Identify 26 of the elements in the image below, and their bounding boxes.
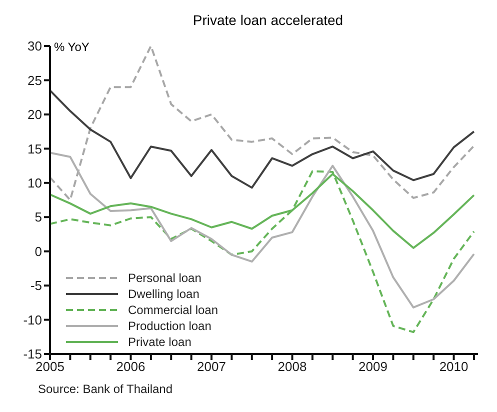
legend-label: Dwelling loan <box>128 286 200 302</box>
x-tick-label: 2005 <box>36 359 64 374</box>
line-series <box>50 89 475 189</box>
y-tick-label: -10 <box>23 312 42 328</box>
y-tick-label: 0 <box>34 244 42 259</box>
y-tick-label: 5 <box>34 210 42 225</box>
legend-label: Production loan <box>128 318 212 334</box>
y-axis-title: % YoY <box>54 40 90 54</box>
chart-title: Private loan accelerated <box>192 11 344 30</box>
legend-label: Personal loan <box>128 270 202 286</box>
line-series <box>50 170 475 334</box>
legend-label: Commercial loan <box>128 302 218 318</box>
x-tick-label: 2008 <box>278 359 307 374</box>
x-tick-label: 2010 <box>439 359 468 374</box>
x-tick-label: 2006 <box>116 359 146 374</box>
legend-label: Private loan <box>128 334 192 350</box>
x-tick-label: 2007 <box>197 359 226 374</box>
y-tick-label: 10 <box>28 176 42 191</box>
y-tick-label: 25 <box>28 72 42 88</box>
source-note: Source: Bank of Thailand <box>37 382 174 396</box>
y-tick-label: 15 <box>28 141 42 156</box>
y-tick-label: 20 <box>28 107 42 122</box>
y-tick-label: -5 <box>30 278 42 294</box>
y-tick-label: -15 <box>23 346 42 362</box>
x-tick-label: 2009 <box>358 359 388 374</box>
y-tick-label: 30 <box>28 38 42 54</box>
